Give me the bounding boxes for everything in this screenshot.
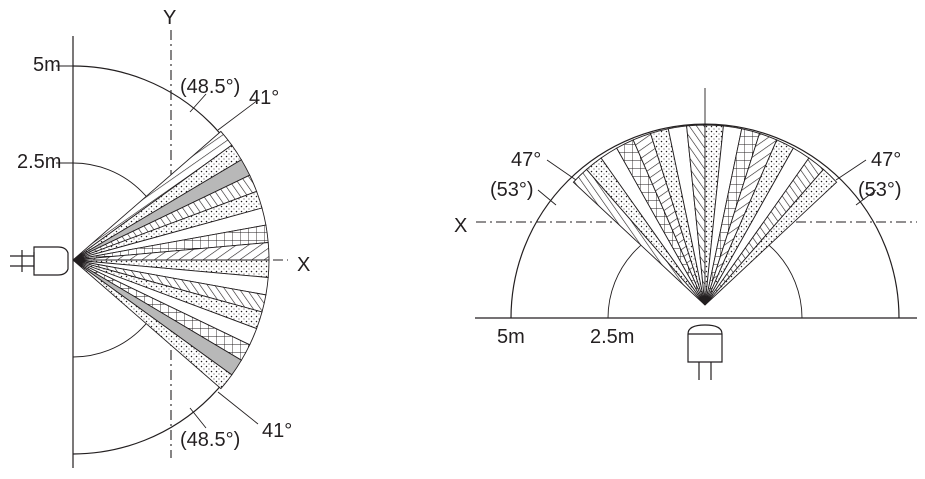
- left-leader-top-48: [189, 93, 207, 113]
- left-angle-paren-bottom: (48.5°): [180, 429, 240, 451]
- left-sensor-icon: [10, 246, 69, 276]
- left-axis-y-label: Y: [163, 7, 176, 29]
- right-angle-paren-left: (53°): [490, 179, 534, 201]
- right-leader-left-53: [537, 189, 557, 206]
- right-radius-inner-label: 2.5m: [590, 326, 634, 348]
- left-radius-outer-label: 5m: [33, 54, 61, 76]
- right-angle-paren-right: (53°): [858, 179, 902, 201]
- right-angle-label-right: 47°: [871, 149, 901, 171]
- right-detection-fan: [572, 124, 838, 306]
- right-view: X 5m 2.5m 47° (53°) 47° (53°): [454, 88, 917, 380]
- left-radius-inner-label: 2.5m: [17, 151, 61, 173]
- right-radius-outer-label: 5m: [497, 326, 525, 348]
- right-sensor-icon: [687, 324, 723, 380]
- right-leader-right-47: [835, 159, 867, 181]
- right-axis-x-label: X: [454, 215, 467, 237]
- right-leader-right-53: [855, 189, 877, 206]
- left-leader-top-41: [217, 99, 259, 131]
- left-angle-label-top: 41°: [249, 87, 279, 109]
- left-leader-bottom-48: [189, 407, 207, 429]
- right-fan-sector: [704, 168, 838, 306]
- left-detection-fan: [72, 130, 270, 390]
- left-leader-bottom-41: [217, 391, 259, 425]
- left-angle-label-bottom: 41°: [262, 420, 292, 442]
- left-axis-x-label: X: [297, 254, 310, 276]
- right-angle-label-left: 47°: [511, 149, 541, 171]
- left-view: 5m 2.5m Y X (48.5°) 41° (48.5°) 41°: [10, 7, 310, 468]
- left-angle-paren-top: (48.5°): [180, 76, 240, 98]
- right-outer-range-arc: [510, 123, 900, 319]
- left-fan-sector: [72, 259, 233, 390]
- right-leader-left-47: [546, 159, 577, 181]
